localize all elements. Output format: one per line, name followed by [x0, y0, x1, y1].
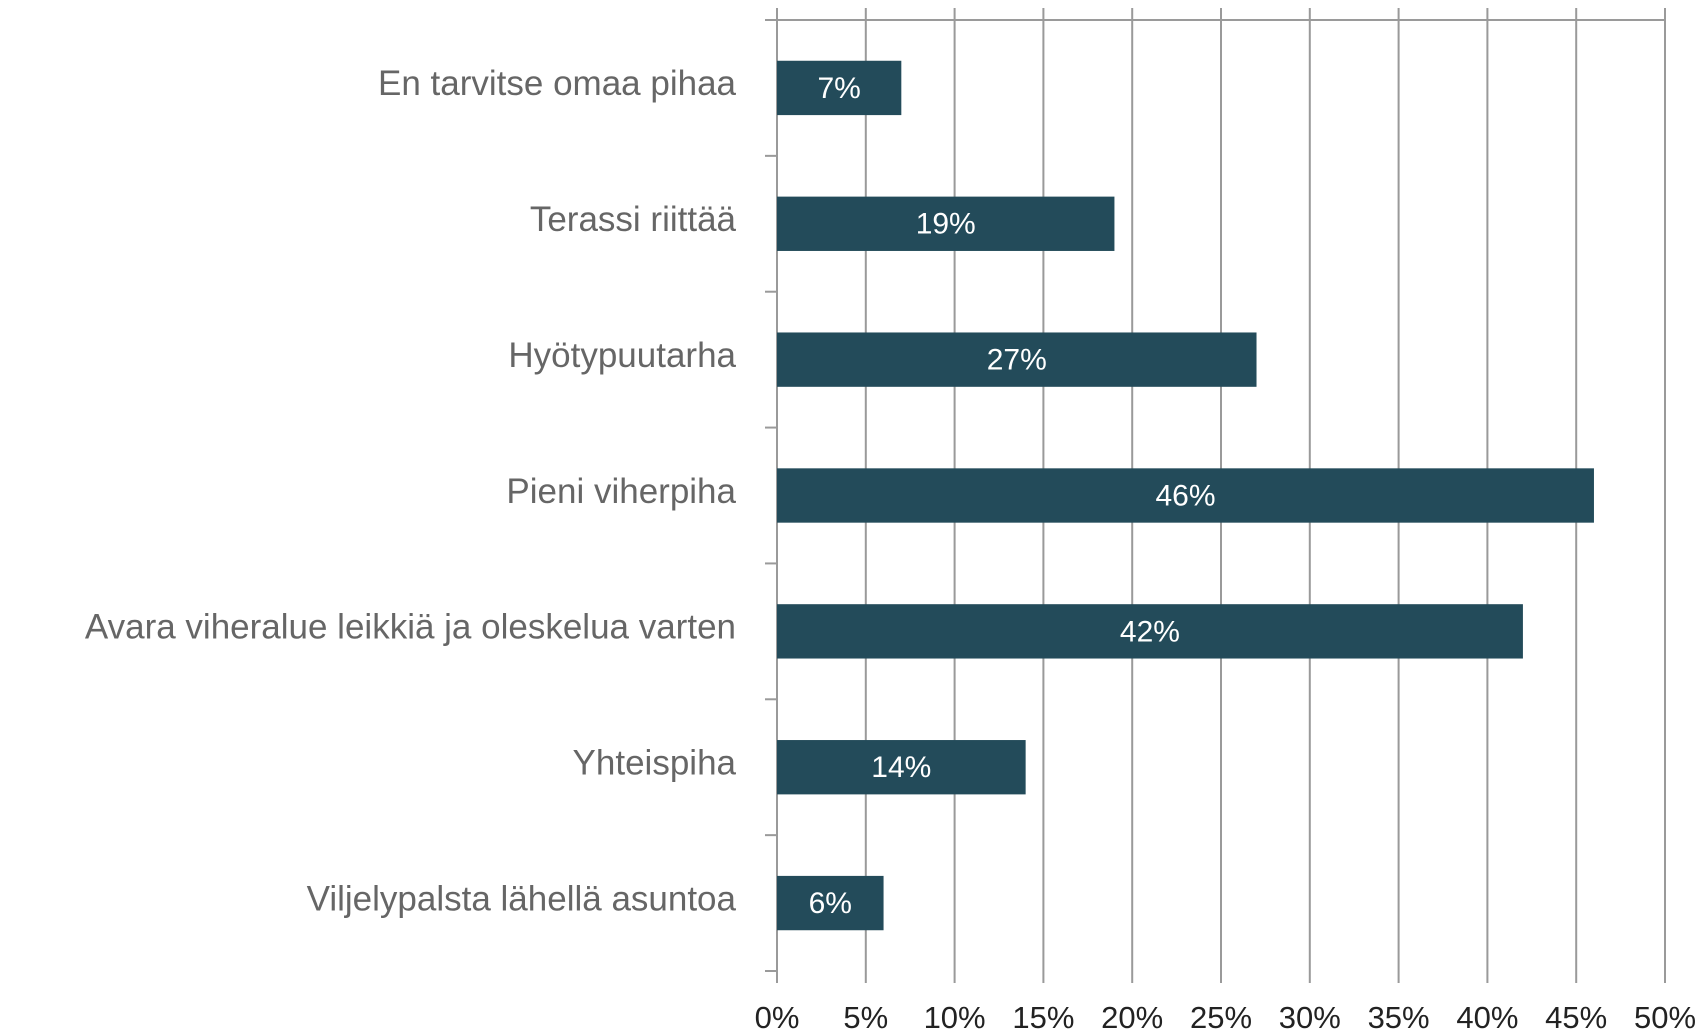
bar — [777, 740, 1026, 795]
value-label: 14% — [871, 751, 931, 784]
value-label: 42% — [1120, 615, 1180, 648]
bar — [777, 196, 1115, 251]
x-tick-label: 50% — [1634, 1000, 1696, 1035]
value-label: 7% — [817, 72, 860, 105]
value-label: 27% — [987, 344, 1047, 377]
y-tick-label: Terassi riittää — [530, 200, 737, 239]
value-label: 46% — [1155, 479, 1215, 512]
bar — [777, 60, 902, 116]
bar — [777, 468, 1594, 523]
y-tick-label: Pieni viherpiha — [506, 472, 736, 511]
x-tick-label: 30% — [1279, 1000, 1341, 1035]
y-tick-label: En tarvitse omaa pihaa — [378, 64, 737, 103]
x-tick-label: 10% — [924, 1000, 986, 1035]
value-label: 19% — [916, 208, 976, 241]
x-tick-label: 45% — [1545, 1000, 1607, 1035]
x-tick-label: 20% — [1101, 1000, 1163, 1035]
x-tick-label: 0% — [755, 1000, 800, 1035]
x-tick-label: 35% — [1368, 1000, 1430, 1035]
y-tick-label: Avara viheralue leikkiä ja oleskelua var… — [85, 608, 736, 647]
x-tick-label: 40% — [1456, 1000, 1518, 1035]
x-tick-label: 15% — [1012, 1000, 1074, 1035]
y-tick-label: Viljelypalsta lähellä asuntoa — [307, 879, 737, 918]
bar — [777, 875, 884, 931]
bar — [777, 332, 1257, 387]
bar — [777, 604, 1523, 659]
x-tick-label: 25% — [1190, 1000, 1252, 1035]
y-tick-label: Yhteispiha — [573, 743, 737, 782]
value-label: 6% — [809, 887, 852, 920]
y-tick-label: Hyötypuutarha — [508, 336, 736, 375]
x-tick-label: 5% — [843, 1000, 888, 1035]
